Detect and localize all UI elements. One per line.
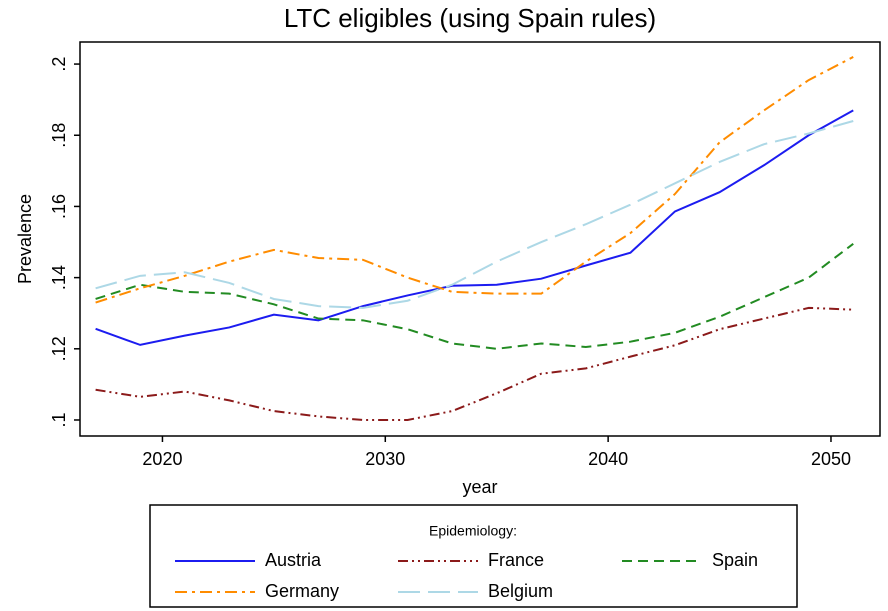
y-tick-label: .18: [49, 123, 69, 148]
y-tick-label: .16: [49, 194, 69, 219]
legend-label: Belgium: [488, 581, 553, 601]
series-line: [95, 120, 854, 309]
x-tick-label: 2040: [588, 449, 628, 469]
legend-title: Epidemiology:: [429, 523, 517, 539]
series-line: [95, 306, 854, 421]
y-tick-label: .1: [49, 412, 69, 427]
series-line: [95, 243, 854, 350]
legend-label: Austria: [265, 550, 322, 570]
x-tick-label: 2020: [142, 449, 182, 469]
chart-title: LTC eligibles (using Spain rules): [284, 3, 656, 33]
legend-box: [149, 504, 798, 608]
y-tick-label: .14: [49, 265, 69, 290]
legend-label: Spain: [712, 550, 758, 570]
legend-label: Germany: [265, 581, 339, 601]
x-tick-label: 2030: [365, 449, 405, 469]
legend-label: France: [488, 550, 544, 570]
x-axis-label: year: [462, 477, 497, 497]
x-tick-label: 2050: [811, 449, 851, 469]
y-axis-label: Prevalence: [15, 194, 35, 284]
series-line: [95, 109, 854, 346]
plot-frame: [79, 41, 881, 437]
y-tick-label: .2: [49, 57, 69, 72]
series-line: [95, 56, 854, 304]
y-tick-label: .12: [49, 336, 69, 361]
